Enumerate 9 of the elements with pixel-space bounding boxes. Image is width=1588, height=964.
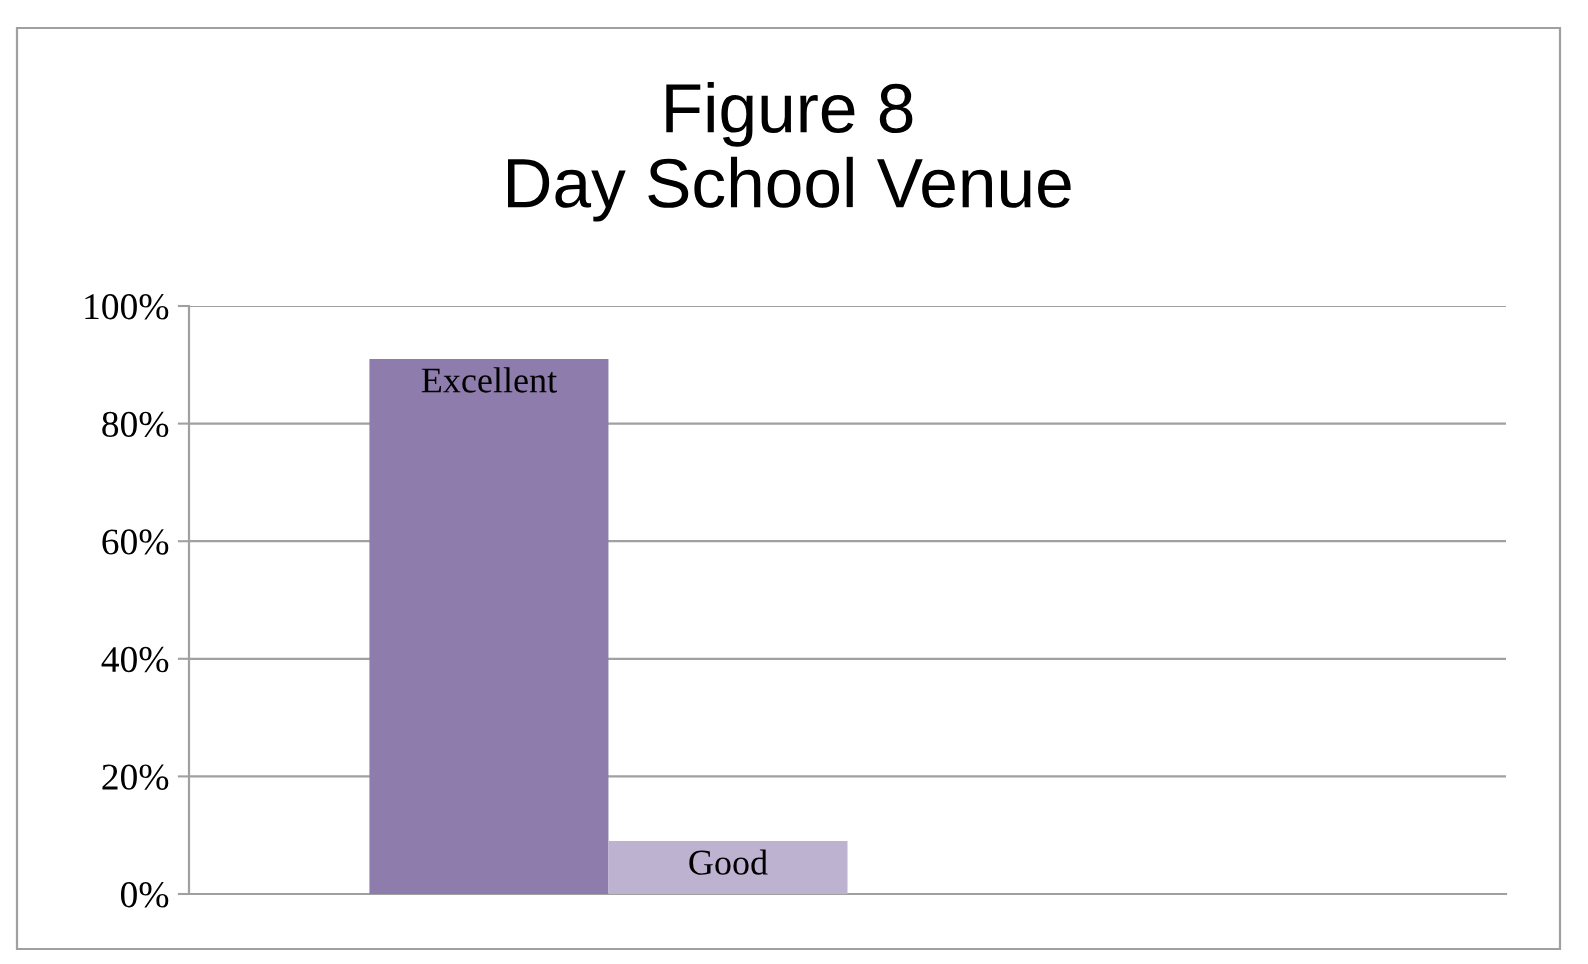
- series-label: Good: [689, 849, 768, 875]
- chart-title: Figure 8 Day School Venue: [508, 82, 1071, 222]
- series-label: Excellent: [421, 367, 557, 393]
- y-tick-label: 40%: [101, 646, 169, 673]
- y-tick-label: 20%: [102, 764, 169, 790]
- y-tick-label: 60%: [102, 529, 169, 555]
- y-tick-label: 80%: [102, 411, 169, 438]
- y-tick-label: 100%: [85, 294, 169, 320]
- y-tick-label: 0%: [121, 882, 169, 908]
